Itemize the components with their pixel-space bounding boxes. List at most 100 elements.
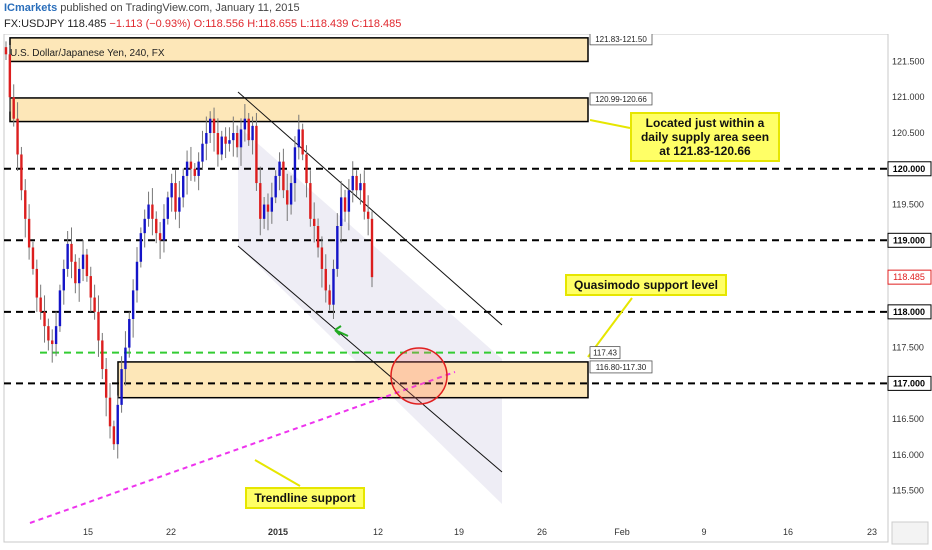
candle-body	[58, 290, 62, 327]
candle-body	[131, 290, 135, 319]
candle-body	[193, 168, 196, 176]
x-tick-label: 22	[166, 527, 176, 537]
candle-body	[235, 133, 239, 148]
high-value: H:118.655	[247, 18, 298, 30]
candle-body	[4, 47, 8, 55]
x-tick-label: 12	[373, 527, 383, 537]
candle-body	[339, 197, 343, 226]
candle-body	[224, 136, 227, 144]
confluence-circle	[390, 347, 448, 405]
price-chart[interactable]: 121.500 121.000 120.500 120.000 119.500 119.0…	[0, 34, 932, 550]
candle-body	[232, 133, 235, 141]
y-tick-label: 120.500	[892, 128, 925, 138]
ohlc-line: FX:USDJPY 118.485 −1.113 (−0.93%) O:118.…	[4, 18, 401, 30]
candle-body	[182, 175, 185, 198]
x-tick-label: 15	[83, 527, 93, 537]
candle-body	[289, 183, 293, 205]
candle-body	[120, 369, 123, 405]
candle-body	[255, 125, 258, 184]
y-tick-label: 116.000	[892, 450, 924, 460]
y-tick-label: 121.000	[892, 92, 925, 102]
candle-body	[324, 268, 327, 291]
candle-body	[135, 261, 139, 291]
candle-body	[158, 233, 162, 241]
y-tick-label: 116.500	[892, 414, 924, 424]
candle-body	[166, 197, 170, 219]
candle-body	[343, 197, 347, 212]
candle-body	[189, 161, 193, 169]
candle-body	[316, 226, 320, 248]
candle-body	[366, 211, 370, 219]
level-price-box	[887, 304, 932, 320]
candle-body	[104, 369, 108, 398]
candle-body	[139, 233, 143, 262]
candle-body	[62, 268, 65, 291]
quasimodo-label-text: 117.43	[593, 349, 617, 358]
current-price-box	[887, 269, 932, 285]
chart-corner-box	[891, 521, 929, 545]
publisher-name[interactable]: ICmarkets	[4, 2, 58, 14]
zone-label-box	[589, 34, 653, 46]
open-value: O:118.556	[193, 18, 245, 30]
y-tick-label: 119.500	[892, 200, 924, 210]
candle-body	[228, 140, 231, 144]
candle-body	[293, 147, 297, 184]
level-price-label: 119.000	[887, 232, 932, 248]
candle-body	[247, 118, 250, 141]
candle-body	[320, 247, 324, 269]
candle-body	[85, 254, 89, 277]
candle-body	[309, 183, 312, 219]
supply-callout: Located just within a daily supply area …	[630, 112, 780, 162]
candle-body	[20, 154, 23, 191]
level-price-label: 118.000	[887, 304, 932, 320]
candle-body	[47, 326, 50, 341]
candle-body	[101, 340, 104, 370]
current-price-text: 118.485	[893, 272, 925, 282]
candle-body	[297, 129, 300, 148]
candle-body	[70, 243, 73, 262]
symbol-label[interactable]: FX:USDJPY	[4, 18, 65, 30]
candle-body	[116, 404, 119, 445]
candle-body	[12, 97, 15, 119]
zone-label-box	[589, 92, 653, 106]
level-price-text: 119.000	[893, 235, 925, 245]
candle-body	[205, 133, 208, 144]
x-tick-label: 19	[454, 527, 464, 537]
candle-body	[262, 204, 266, 219]
candle-body	[185, 161, 189, 176]
candle-body	[313, 218, 316, 226]
level-price-text: 117.000	[893, 378, 925, 388]
x-tick-label: 9	[701, 527, 706, 537]
y-tick-label: 121.500	[892, 56, 925, 66]
candle-body	[239, 129, 243, 148]
candle-body	[93, 297, 96, 312]
trendline-support	[29, 371, 456, 524]
candle-body	[174, 183, 177, 212]
price-change: −1.113 (−0.93%)	[109, 18, 191, 30]
candle-body	[151, 204, 154, 219]
level-price-text: 118.000	[893, 307, 925, 317]
candle-body	[363, 183, 366, 212]
y-tick-label: 117.500	[892, 343, 924, 353]
close-value: C:118.485	[351, 18, 402, 30]
candle-body	[282, 161, 285, 191]
channel-lower-line	[237, 245, 503, 473]
candle-body	[27, 218, 31, 248]
candle-body	[124, 347, 127, 370]
candle-body	[251, 125, 254, 141]
level-price-box	[887, 161, 932, 177]
callout-pointer	[254, 459, 301, 487]
candle-body	[78, 268, 81, 284]
candle-body	[81, 254, 85, 269]
candle-body	[147, 204, 150, 219]
candle-body	[336, 226, 339, 269]
candle-body	[89, 276, 92, 298]
level-price-text: 120.000	[893, 164, 926, 174]
candle-body	[243, 118, 247, 130]
x-tick-label: 16	[783, 527, 793, 537]
last-price: 118.485	[67, 18, 107, 30]
candle-body	[270, 197, 274, 212]
publisher-line: ICmarkets published on TradingView.com, …	[4, 2, 300, 14]
candle-body	[108, 397, 112, 427]
supply-demand-zone	[117, 361, 589, 399]
